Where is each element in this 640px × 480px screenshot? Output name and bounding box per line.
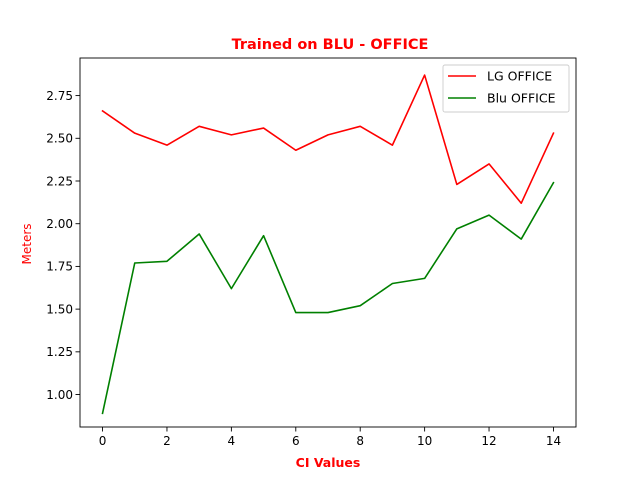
x-tick-label-7: 14 xyxy=(546,434,561,448)
series-line-1 xyxy=(101,181,555,415)
y-tick-label-3: 1.75 xyxy=(46,260,73,274)
x-axis-label: CI Values xyxy=(296,455,361,470)
series-layer xyxy=(101,74,555,415)
y-tick-label-2: 1.50 xyxy=(46,302,73,316)
x-tick-label-5: 10 xyxy=(417,434,432,448)
x-tick-label-3: 6 xyxy=(292,434,300,448)
series-line-0 xyxy=(101,74,555,205)
legend-label-1: Blu OFFICE xyxy=(487,91,556,106)
legend-label-0: LG OFFICE xyxy=(487,69,552,84)
x-tick-label-2: 4 xyxy=(228,434,236,448)
y-tick-label-0: 1.00 xyxy=(46,388,73,402)
y-tick-label-5: 2.25 xyxy=(46,174,73,188)
axes-layer: 0 2 4 6 8 10 12 14 1.00 1.25 1.50 1.75 2.00 2.25 2.50 2… xyxy=(46,57,577,448)
y-tick-label-4: 2.00 xyxy=(46,217,73,231)
x-tick-label-6: 12 xyxy=(481,434,496,448)
legend: LG OFFICE Blu OFFICE xyxy=(442,64,570,113)
x-tick-label-4: 8 xyxy=(356,434,364,448)
chart-title: Trained on BLU - OFFICE xyxy=(232,37,429,53)
y-tick-label-1: 1.25 xyxy=(46,345,73,359)
y-axis-label: Meters xyxy=(20,223,34,264)
y-tick-label-6: 2.50 xyxy=(46,132,73,146)
x-tick-label-1: 2 xyxy=(163,434,171,448)
y-tick-label-7: 2.75 xyxy=(46,89,73,103)
plot-frame xyxy=(79,57,577,428)
x-tick-label-0: 0 xyxy=(99,434,107,448)
